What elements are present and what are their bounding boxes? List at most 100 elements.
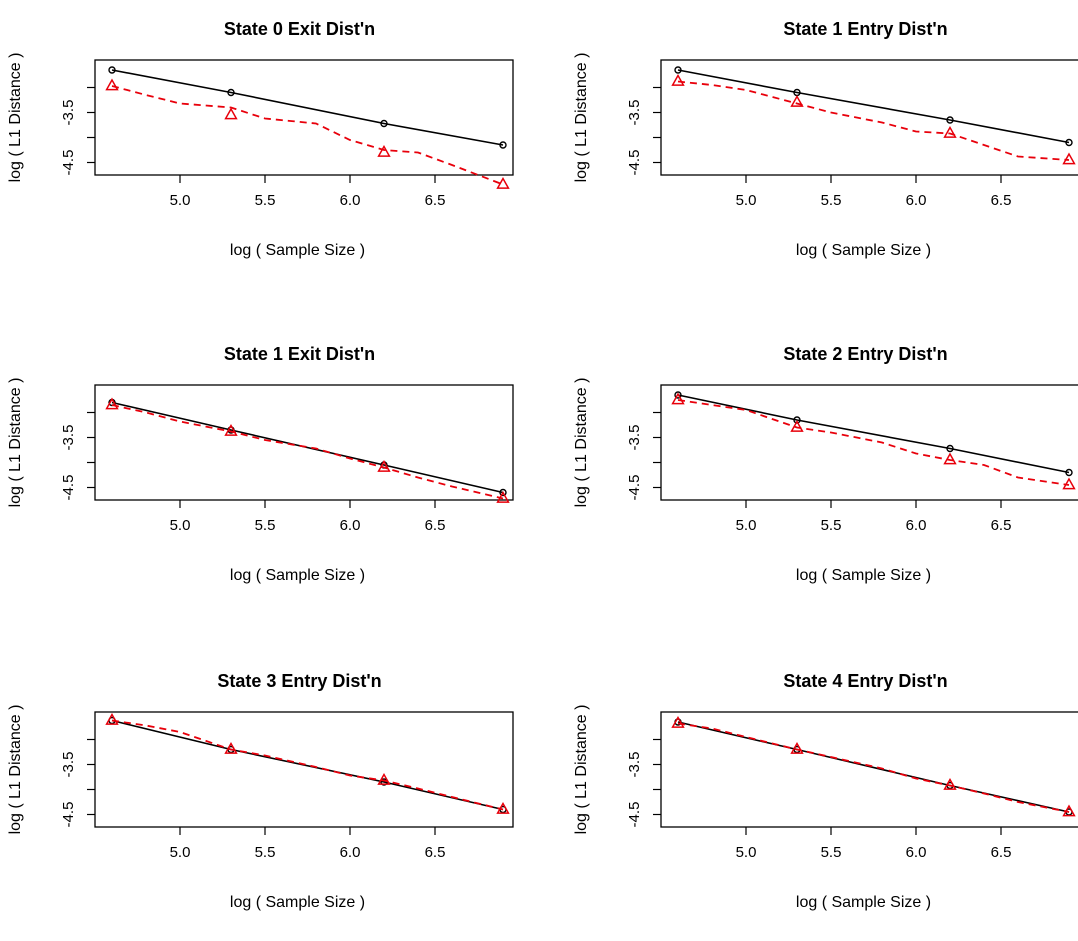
series-line-dashed <box>111 719 504 811</box>
x-tick-label: 6.5 <box>991 192 1012 209</box>
panel-2: State 1 Exit Dist'n 5.0 5.5 6.0 6.5 -3.5 -4.5 l… <box>7 344 514 584</box>
data-point-triangle <box>377 772 391 785</box>
x-tick-label: 5.5 <box>821 844 842 861</box>
data-point-triangle <box>943 125 957 138</box>
x-tick-label: 5.5 <box>255 517 276 534</box>
data-point-circle <box>946 444 954 453</box>
panel-1: State 1 Entry Dist'n 5.0 5.5 6.0 6.5 -3.5 -4.5… <box>573 19 1078 259</box>
y-tick-label: -3.5 <box>626 752 643 778</box>
y-tick-label: -4.5 <box>60 150 77 176</box>
x-axis-label: log ( Sample Size ) <box>796 567 931 584</box>
panel-4: State 3 Entry Dist'n 5.0 5.5 6.0 6.5 -3.5 -4.5… <box>7 671 514 911</box>
data-point-triangle <box>105 78 119 91</box>
x-axis-label: log ( Sample Size ) <box>796 894 931 911</box>
data-point-triangle <box>224 423 238 436</box>
x-tick-label: 6.0 <box>906 844 927 861</box>
y-tick-label: -3.5 <box>60 100 77 126</box>
chart-title: State 1 Exit Dist'n <box>224 344 375 364</box>
series-line-solid <box>111 401 504 494</box>
x-tick-label: 5.0 <box>170 192 191 209</box>
data-point-circle <box>946 116 954 124</box>
x-tick-label: 6.5 <box>425 517 446 534</box>
data-point-triangle <box>377 144 391 157</box>
series-line-solid <box>111 719 504 811</box>
y-tick-label: -3.5 <box>60 425 77 451</box>
x-tick-label: 5.5 <box>821 192 842 209</box>
y-axis-label: log ( L1 Distance ) <box>7 378 24 508</box>
data-point-triangle <box>943 452 957 465</box>
data-point-triangle <box>496 176 510 189</box>
panel-3: State 2 Entry Dist'n 5.0 5.5 6.0 6.5 -3.5 -4.5… <box>573 344 1078 584</box>
data-point-triangle <box>790 94 804 107</box>
chart-title: State 2 Entry Dist'n <box>783 344 947 364</box>
data-point-triangle <box>671 392 685 405</box>
x-axis-label: log ( Sample Size ) <box>796 242 931 259</box>
data-point-circle <box>227 88 235 97</box>
y-axis-label: log ( L1 Distance ) <box>573 378 590 508</box>
x-tick-label: 6.0 <box>340 192 361 209</box>
x-tick-label: 6.5 <box>991 844 1012 861</box>
data-point-circle <box>674 66 682 74</box>
chart-title: State 4 Entry Dist'n <box>783 671 947 691</box>
x-tick-label: 6.5 <box>425 844 446 861</box>
series-line-solid <box>677 394 1070 474</box>
data-point-triangle <box>224 741 238 754</box>
series-line-solid <box>677 69 1070 144</box>
x-tick-label: 5.0 <box>736 192 757 209</box>
series-line-dashed <box>111 85 504 186</box>
x-tick-label: 6.5 <box>425 192 446 209</box>
y-axis-label: log ( L1 Distance ) <box>573 53 590 183</box>
data-point-triangle <box>1062 804 1076 817</box>
x-tick-label: 5.5 <box>255 844 276 861</box>
x-tick-label: 5.5 <box>255 192 276 209</box>
panel-0: State 0 Exit Dist'n 5.0 5.5 6.0 6.5 -3.5 -4.5 l… <box>7 19 514 259</box>
chart-title: State 0 Exit Dist'n <box>224 19 375 39</box>
series-line-solid <box>111 69 504 146</box>
x-tick-label: 5.0 <box>170 844 191 861</box>
series-line-dashed <box>677 80 1070 161</box>
x-tick-label: 6.0 <box>340 517 361 534</box>
y-tick-label: -4.5 <box>626 802 643 828</box>
chart-title: State 1 Entry Dist'n <box>783 19 947 39</box>
data-point-triangle <box>105 397 119 410</box>
plot-frame <box>94 384 514 501</box>
data-point-triangle <box>224 107 238 120</box>
data-point-triangle <box>790 741 804 754</box>
data-point-triangle <box>377 459 391 472</box>
plot-frame <box>660 384 1078 501</box>
y-tick-label: -4.5 <box>60 802 77 828</box>
series-line-dashed <box>677 399 1070 486</box>
x-tick-label: 6.0 <box>906 192 927 209</box>
data-point-circle <box>674 391 682 399</box>
plot-frame <box>660 59 1078 176</box>
panel-5: State 4 Entry Dist'n 5.0 5.5 6.0 6.5 -3.5 -4.5… <box>573 671 1078 911</box>
x-tick-label: 6.5 <box>991 517 1012 534</box>
data-point-circle <box>499 488 507 497</box>
data-point-triangle <box>496 490 510 503</box>
y-tick-label: -4.5 <box>626 475 643 501</box>
y-tick-label: -3.5 <box>626 100 643 126</box>
x-axis-label: log ( Sample Size ) <box>230 894 365 911</box>
x-tick-label: 5.0 <box>736 517 757 534</box>
data-point-triangle <box>943 777 957 790</box>
x-tick-label: 5.0 <box>170 517 191 534</box>
y-axis-label: log ( L1 Distance ) <box>573 705 590 835</box>
series-line-solid <box>677 721 1070 813</box>
data-point-triangle <box>1062 152 1076 165</box>
x-axis-label: log ( Sample Size ) <box>230 567 365 584</box>
data-point-circle <box>108 66 116 74</box>
chart-title: State 3 Entry Dist'n <box>217 671 381 691</box>
y-tick-label: -4.5 <box>60 475 77 501</box>
y-tick-label: -4.5 <box>626 150 643 176</box>
series-line-dashed <box>677 722 1070 813</box>
y-tick-label: -3.5 <box>60 752 77 778</box>
y-axis-label: log ( L1 Distance ) <box>7 705 24 835</box>
data-point-circle <box>1065 468 1073 477</box>
y-axis-label: log ( L1 Distance ) <box>7 53 24 183</box>
x-tick-label: 5.0 <box>736 844 757 861</box>
x-tick-label: 6.0 <box>906 517 927 534</box>
data-point-circle <box>499 141 507 149</box>
x-tick-label: 6.0 <box>340 844 361 861</box>
data-point-triangle <box>105 712 119 725</box>
